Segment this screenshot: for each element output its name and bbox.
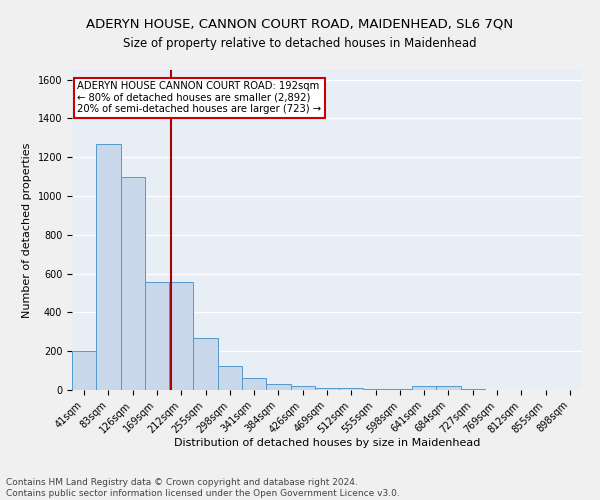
Text: Contains HM Land Registry data © Crown copyright and database right 2024.
Contai: Contains HM Land Registry data © Crown c… (6, 478, 400, 498)
Bar (315, 388, 339, 390)
Bar (339, 388, 364, 390)
Bar (96, 144, 121, 390)
Bar (412, 386, 436, 390)
X-axis label: Distribution of detached houses by size in Maidenhead: Distribution of detached houses by size … (174, 438, 480, 448)
Bar (169, 282, 193, 390)
Text: Size of property relative to detached houses in Maidenhead: Size of property relative to detached ho… (123, 38, 477, 51)
Y-axis label: Number of detached properties: Number of detached properties (22, 142, 32, 318)
Text: ADERYN HOUSE, CANNON COURT ROAD, MAIDENHEAD, SL6 7QN: ADERYN HOUSE, CANNON COURT ROAD, MAIDENH… (86, 18, 514, 30)
Bar (242, 378, 266, 390)
Bar (290, 386, 315, 390)
Bar (364, 389, 388, 390)
Bar (72, 351, 96, 390)
Bar (121, 176, 145, 390)
Bar (266, 384, 290, 390)
Bar (193, 338, 218, 390)
Text: ADERYN HOUSE CANNON COURT ROAD: 192sqm
← 80% of detached houses are smaller (2,8: ADERYN HOUSE CANNON COURT ROAD: 192sqm ←… (77, 81, 321, 114)
Bar (388, 389, 412, 390)
Bar (436, 386, 461, 390)
Bar (461, 389, 485, 390)
Bar (218, 366, 242, 390)
Bar (145, 282, 169, 390)
